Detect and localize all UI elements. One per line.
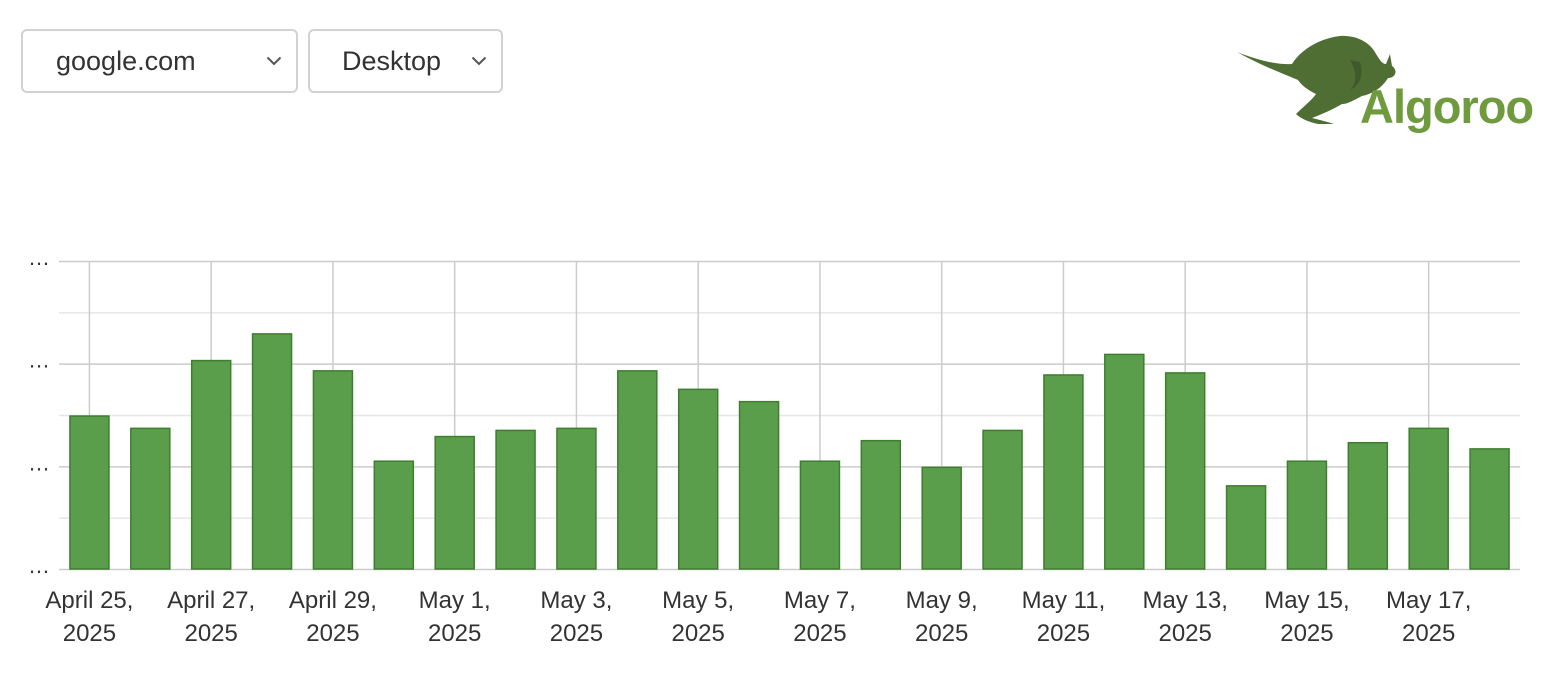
bar xyxy=(677,388,719,570)
x-tick-label: May 13, 2025 xyxy=(1143,587,1228,647)
x-tick-label: May 11, 2025 xyxy=(1022,587,1106,647)
x-tick-label: May 7, 2025 xyxy=(784,587,856,647)
x-tick-label: May 15, 2025 xyxy=(1264,587,1349,647)
chart-axes: … … … … April 25, 2025 April 27, 2025 April 29, 2… xyxy=(28,245,1471,647)
bar xyxy=(1347,441,1389,570)
bar xyxy=(1164,372,1206,570)
bar xyxy=(738,400,780,570)
y-tick-label: … xyxy=(28,450,50,475)
x-tick-label: May 17, 2025 xyxy=(1386,587,1471,647)
bar xyxy=(1225,485,1267,570)
bar xyxy=(860,439,902,570)
bar xyxy=(617,370,658,570)
bar-chart: … … … … April 25, 2025 April 27, 2025 April 29, 2… xyxy=(28,245,1520,647)
x-tick-label: May 3, 2025 xyxy=(540,587,612,647)
domain-select[interactable]: google.com xyxy=(21,29,298,93)
bar xyxy=(190,359,232,570)
domain-select-value: google.com xyxy=(56,45,196,76)
logo-text: Algoroo xyxy=(1360,80,1533,133)
y-tick-label: … xyxy=(28,553,50,578)
device-select[interactable]: Desktop xyxy=(308,29,503,93)
x-tick-label: April 25, 2025 xyxy=(45,587,133,647)
bar xyxy=(1286,460,1328,570)
y-tick-label: … xyxy=(28,245,50,270)
device-select-value: Desktop xyxy=(342,45,442,76)
x-tick-label: May 1, 2025 xyxy=(419,587,491,647)
bar xyxy=(1469,448,1510,570)
kangaroo-icon xyxy=(1237,35,1396,124)
bar xyxy=(495,429,536,570)
bar xyxy=(1043,374,1084,570)
algoroo-logo[interactable]: Algoroo xyxy=(1232,30,1557,135)
chevron-down-icon xyxy=(266,56,282,66)
y-tick-label: … xyxy=(28,348,50,373)
bar xyxy=(373,460,415,570)
bar xyxy=(921,466,962,570)
bar xyxy=(434,435,475,570)
chevron-down-icon xyxy=(471,56,487,66)
x-tick-label: April 29, 2025 xyxy=(289,587,377,647)
bar xyxy=(130,427,171,570)
bar xyxy=(69,415,110,570)
bar xyxy=(1104,353,1145,570)
x-tick-label: May 9, 2025 xyxy=(906,587,978,647)
bar xyxy=(251,333,293,570)
bar xyxy=(982,429,1023,570)
bar xyxy=(312,370,354,570)
bar xyxy=(1408,427,1449,570)
chart-bars xyxy=(69,333,1510,570)
bar xyxy=(556,427,597,570)
x-tick-label: April 27, 2025 xyxy=(167,587,255,647)
bar xyxy=(799,460,841,570)
x-tick-label: May 5, 2025 xyxy=(662,587,734,647)
